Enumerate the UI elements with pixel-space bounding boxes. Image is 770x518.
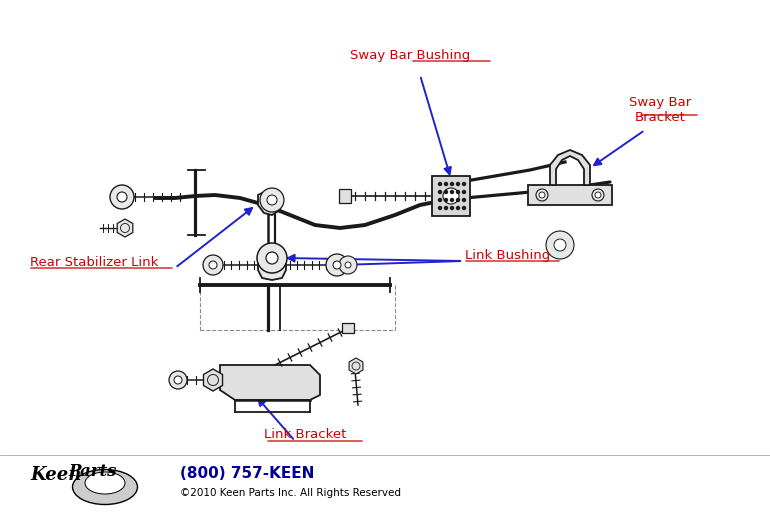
Ellipse shape	[85, 472, 125, 494]
Circle shape	[438, 191, 441, 194]
Circle shape	[536, 189, 548, 201]
Circle shape	[333, 261, 341, 269]
Circle shape	[438, 182, 441, 185]
Circle shape	[117, 192, 127, 202]
Circle shape	[444, 198, 447, 202]
Polygon shape	[220, 365, 320, 400]
Circle shape	[326, 254, 348, 276]
Circle shape	[539, 192, 545, 198]
Circle shape	[345, 262, 351, 268]
Polygon shape	[550, 150, 590, 185]
Circle shape	[257, 243, 287, 273]
Circle shape	[595, 192, 601, 198]
Circle shape	[457, 198, 460, 202]
Text: Link Bracket: Link Bracket	[264, 428, 346, 441]
Circle shape	[110, 185, 134, 209]
Circle shape	[209, 261, 217, 269]
Circle shape	[463, 198, 466, 202]
Circle shape	[554, 239, 565, 251]
Circle shape	[443, 188, 459, 204]
Text: Sway Bar
Bracket: Sway Bar Bracket	[629, 96, 691, 124]
Bar	[432, 176, 470, 216]
Circle shape	[450, 207, 454, 209]
Text: Keen: Keen	[30, 466, 82, 484]
Polygon shape	[203, 369, 223, 391]
Circle shape	[260, 188, 284, 212]
Text: Rear Stabilizer Link: Rear Stabilizer Link	[30, 255, 159, 268]
Circle shape	[267, 195, 277, 205]
Circle shape	[463, 207, 466, 209]
Polygon shape	[117, 219, 132, 237]
Text: Link Bushing: Link Bushing	[465, 249, 551, 262]
Circle shape	[438, 207, 441, 209]
Circle shape	[450, 191, 454, 194]
Text: ©2010 Keen Parts Inc. All Rights Reserved: ©2010 Keen Parts Inc. All Rights Reserve…	[180, 488, 401, 498]
Bar	[528, 185, 612, 205]
Bar	[339, 189, 351, 203]
Bar	[342, 323, 354, 333]
Circle shape	[169, 371, 187, 389]
Polygon shape	[258, 252, 286, 280]
Text: (800) 757-KEEN: (800) 757-KEEN	[180, 466, 314, 481]
Circle shape	[444, 182, 447, 185]
Circle shape	[120, 223, 129, 233]
Circle shape	[457, 207, 460, 209]
Circle shape	[463, 191, 466, 194]
Circle shape	[207, 375, 219, 385]
Text: Sway Bar Bushing: Sway Bar Bushing	[350, 49, 470, 62]
Circle shape	[352, 362, 360, 370]
Circle shape	[457, 182, 460, 185]
Circle shape	[339, 256, 357, 274]
Text: Parts: Parts	[68, 463, 116, 480]
Circle shape	[450, 198, 454, 202]
Polygon shape	[258, 190, 282, 215]
Ellipse shape	[72, 469, 138, 505]
Circle shape	[592, 189, 604, 201]
Polygon shape	[349, 358, 363, 374]
Circle shape	[444, 191, 447, 194]
Circle shape	[463, 182, 466, 185]
Circle shape	[266, 252, 278, 264]
Circle shape	[203, 255, 223, 275]
Circle shape	[546, 231, 574, 259]
Circle shape	[450, 182, 454, 185]
Circle shape	[457, 191, 460, 194]
Circle shape	[444, 207, 447, 209]
Circle shape	[554, 239, 566, 251]
Circle shape	[174, 376, 182, 384]
Polygon shape	[551, 234, 570, 256]
Circle shape	[438, 198, 441, 202]
